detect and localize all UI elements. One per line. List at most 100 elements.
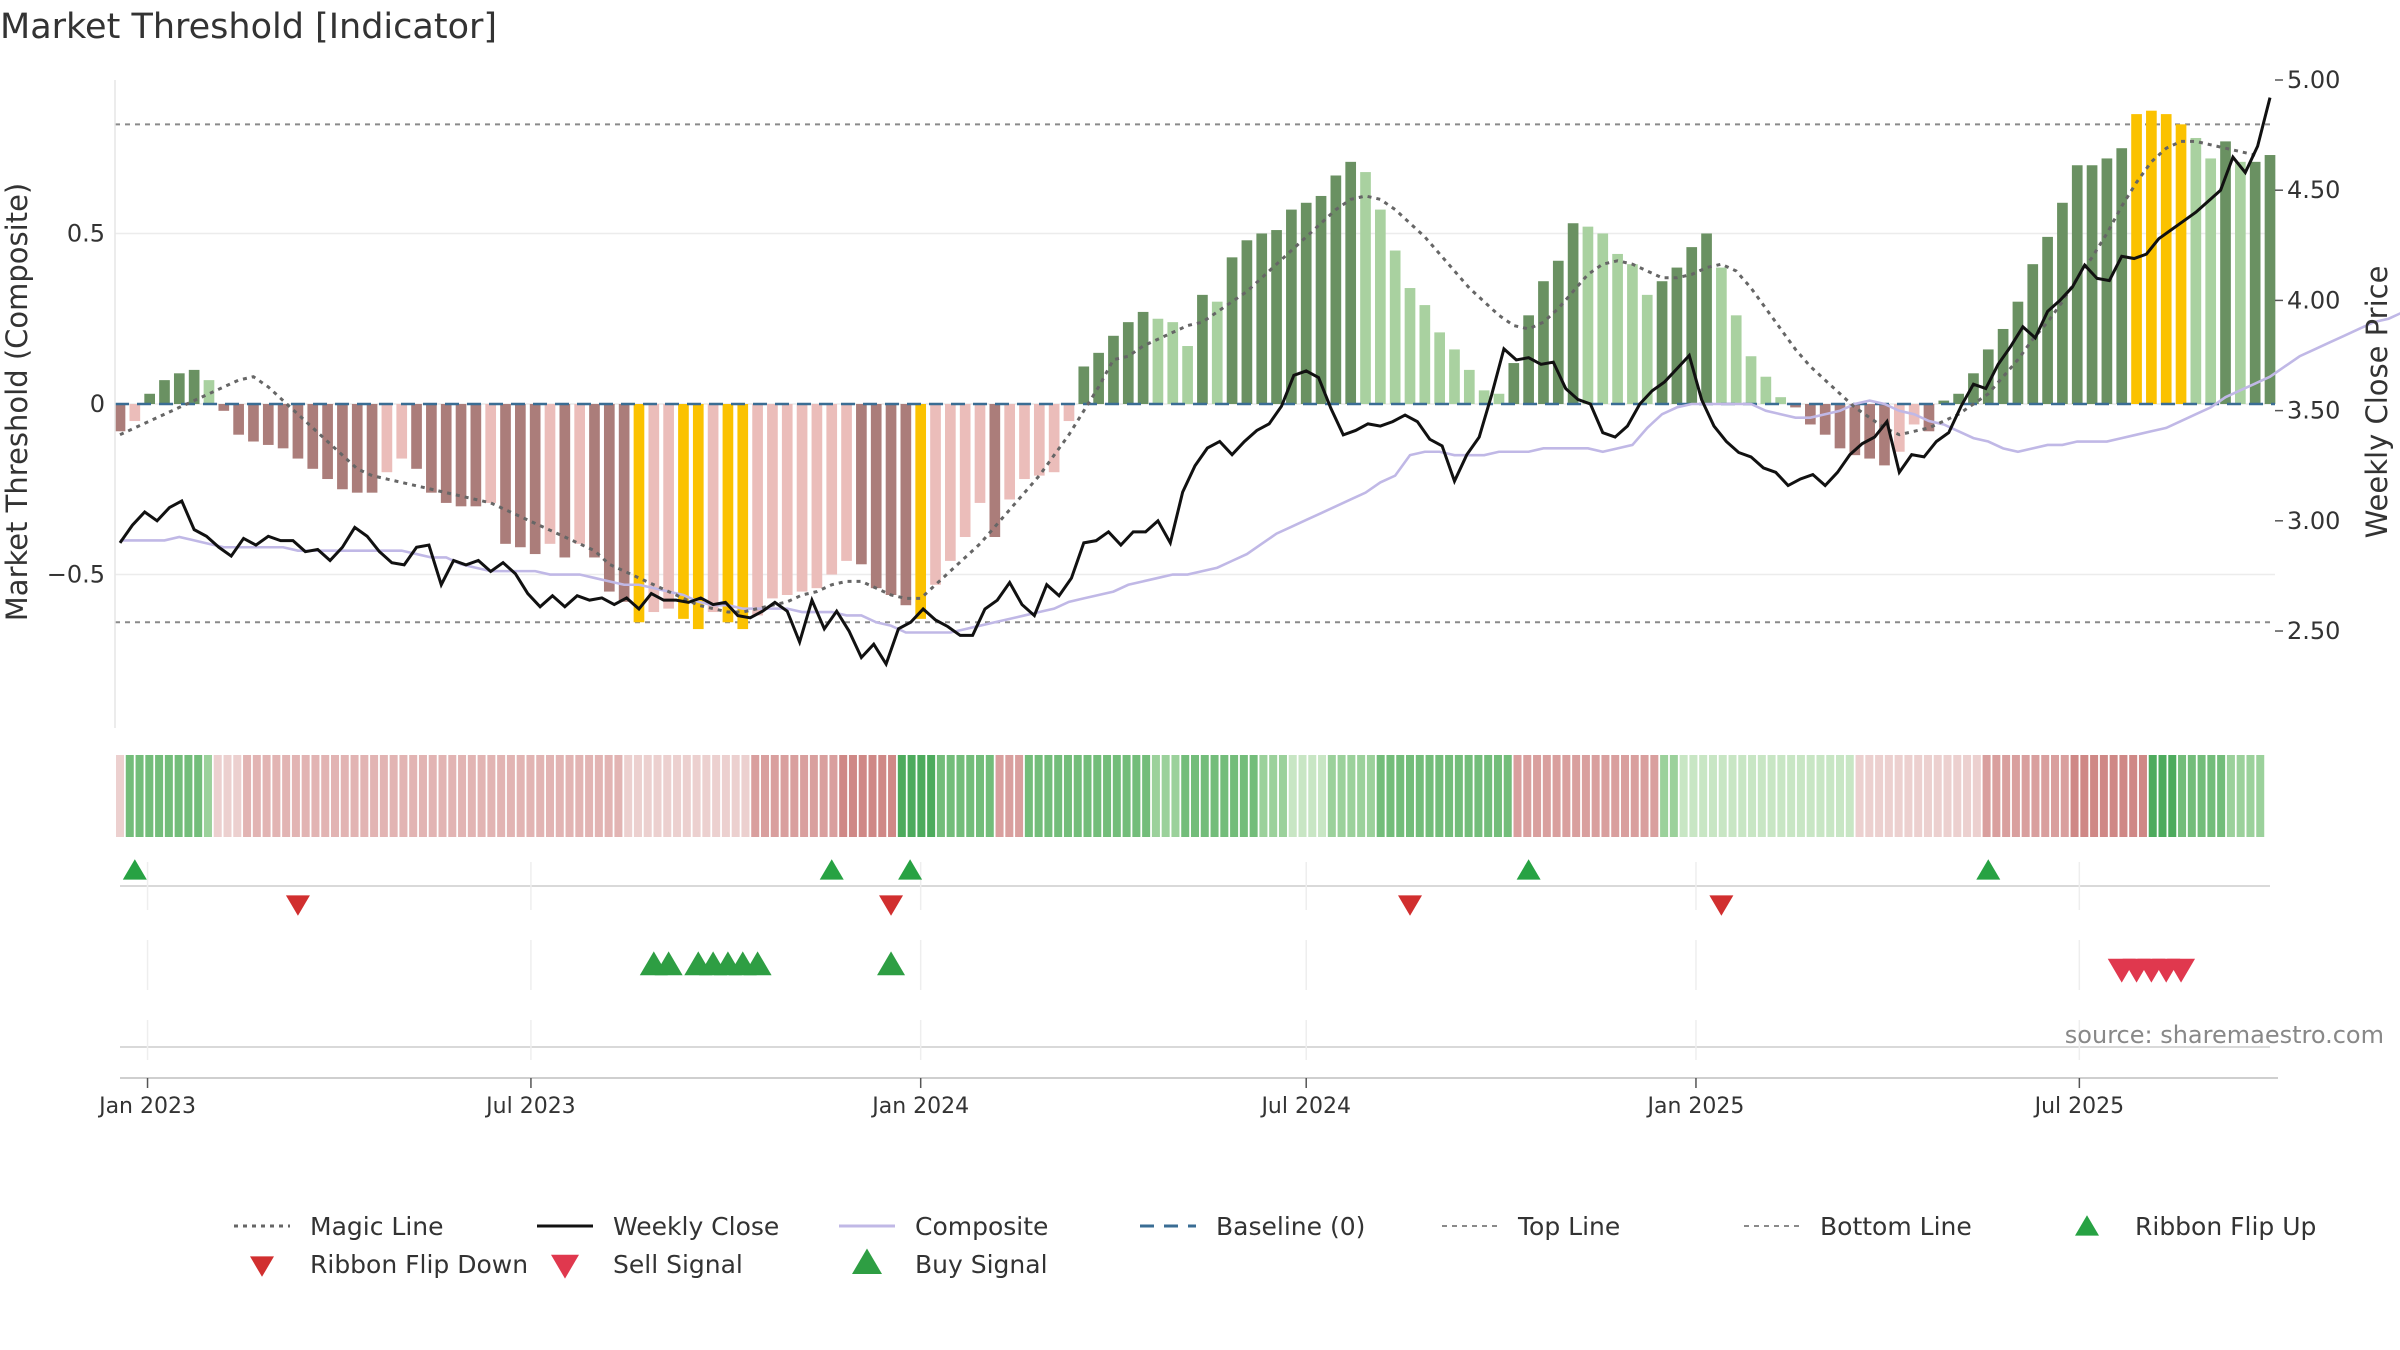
ribbon-cell [770, 755, 779, 837]
ribbon-cell [1963, 755, 1972, 837]
ribbon-cell [526, 755, 535, 837]
ribbon-cell [497, 755, 506, 837]
ribbon-cell [663, 755, 672, 837]
ribbon-cell [458, 755, 467, 837]
ribbon-cell [1591, 755, 1600, 837]
ribbon-cell [966, 755, 975, 837]
composite-bar [974, 404, 986, 503]
legend-label: Weekly Close [613, 1212, 779, 1241]
ribbon-cell [1425, 755, 1434, 837]
buy-signal-marker [743, 951, 772, 976]
composite-bar [2160, 114, 2172, 405]
ribbon-cell [448, 755, 457, 837]
composite-bar [396, 404, 408, 459]
ribbon-cell [1718, 755, 1727, 837]
ribbon-cell [1083, 755, 1092, 837]
ribbon-cell [1308, 755, 1317, 837]
composite-bar [1182, 346, 1193, 404]
ribbon-cell [682, 755, 691, 837]
composite-bar [1968, 373, 1979, 404]
composite-bar [248, 404, 259, 442]
composite-bar [2190, 137, 2202, 405]
legend-item-buy: Buy Signal [852, 1248, 1048, 1279]
composite-bar [885, 404, 897, 595]
ribbon-cell [1445, 755, 1454, 837]
composite-bar [470, 404, 482, 507]
composite-bar [381, 404, 393, 473]
composite-bar [603, 404, 615, 592]
composite-bar [1463, 369, 1475, 404]
signal-rows [120, 859, 2270, 1060]
ribbon-cell [1396, 755, 1405, 837]
x-tick-label: Jan 2024 [870, 1094, 969, 1119]
ribbon-cell [399, 755, 408, 837]
composite-bar [1982, 349, 1994, 404]
composite-bar [1953, 393, 1964, 404]
ribbon-cell [340, 755, 349, 837]
ribbon-flip-down-marker [1709, 895, 1734, 916]
composite-bar [2116, 148, 2128, 404]
legend-label: Baseline (0) [1216, 1212, 1365, 1241]
ribbon-flip-up-marker [122, 859, 147, 880]
ribbon-cell [878, 755, 887, 837]
y2-tick-label: 4.00 [2287, 286, 2340, 314]
ribbon-cell [409, 755, 418, 837]
ribbon-cell [2217, 755, 2226, 837]
ribbon-cell [350, 755, 359, 837]
composite-bar [1404, 288, 1416, 404]
ribbon-cell [1288, 755, 1297, 837]
composite-bar [945, 404, 956, 561]
buy-signal-marker [877, 951, 906, 976]
composite-bar [1656, 281, 1668, 404]
composite-bar [1211, 301, 1223, 404]
composite-bar [1122, 322, 1134, 404]
ribbon-cell [790, 755, 799, 837]
composite-bar [1197, 294, 1208, 404]
composite-bar [1552, 260, 1564, 404]
ribbon-cell [1562, 755, 1571, 837]
ribbon-cell [946, 755, 955, 837]
ribbon-flip-up-marker [1976, 859, 2001, 880]
composite-bar [959, 404, 971, 538]
y2-tick-label: 5.00 [2287, 66, 2340, 94]
ribbon-cell [2002, 755, 2011, 837]
legend-item-top: Top Line [1442, 1212, 1620, 1241]
composite-bar [1033, 404, 1045, 476]
composite-bar [159, 380, 170, 404]
composite-bar [915, 404, 927, 619]
ribbon-cell [741, 755, 750, 837]
ribbon-cell [2031, 755, 2040, 837]
composite-bar [1938, 400, 1950, 404]
composite-bar [856, 404, 867, 565]
ribbon-cell [1581, 755, 1590, 837]
composite-bar [1805, 404, 1816, 425]
x-tick-label: Jul 2023 [484, 1094, 576, 1119]
ribbon-cell [1748, 755, 1757, 837]
ribbon-cell [2226, 755, 2235, 837]
ribbon-cell [1796, 755, 1805, 837]
composite-bar [114, 404, 126, 432]
composite-bar [1389, 250, 1401, 404]
composite-bar [1256, 233, 1268, 404]
ribbon-cell [184, 755, 193, 837]
ribbon-cell [643, 755, 652, 837]
ribbon-cell [155, 755, 164, 837]
composite-bar [515, 404, 526, 548]
composite-bar [500, 404, 511, 544]
ribbon-cell [145, 755, 154, 837]
ribbon-cell [692, 755, 701, 837]
composite-bar [1597, 233, 1609, 404]
ribbon-cell [282, 755, 291, 837]
composite-bar [633, 404, 645, 623]
composite-bar [1330, 175, 1342, 404]
y2-tick-label: 3.00 [2287, 507, 2340, 535]
ribbon-cell [1406, 755, 1415, 837]
composite-bar [2175, 124, 2187, 404]
ribbon-cell [1122, 755, 1131, 837]
legend-item-composite: Composite [839, 1212, 1048, 1241]
ribbon-cell [1669, 755, 1678, 837]
legend-label: Bottom Line [1820, 1212, 1972, 1241]
composite-bar [1790, 404, 1801, 408]
ribbon-cell [1865, 755, 1874, 837]
ribbon-cell [1982, 755, 1991, 837]
